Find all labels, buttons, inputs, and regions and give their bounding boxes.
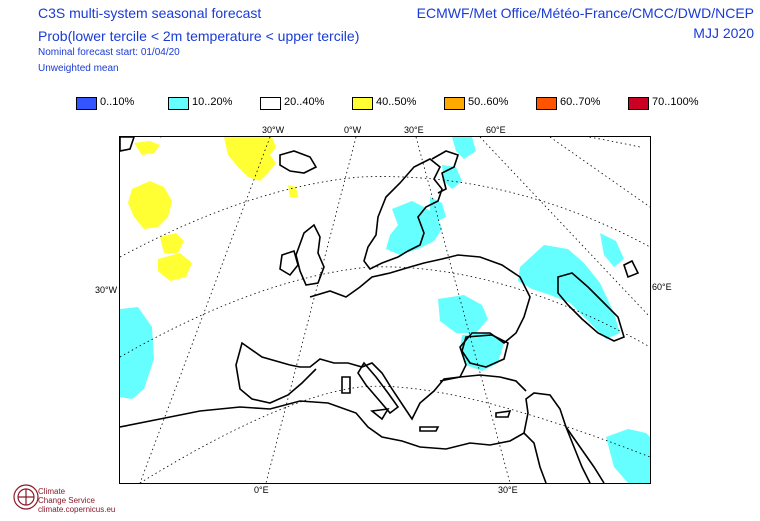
coast-aral xyxy=(623,259,640,279)
lon-label-top-60e: 60°E xyxy=(486,125,506,135)
coast-scandinavia xyxy=(363,158,443,271)
cyan-region-black-sea xyxy=(460,333,504,371)
coast-levant xyxy=(523,392,591,483)
legend-label: 0..10% xyxy=(100,96,135,108)
legend-label: 50..60% xyxy=(468,96,509,108)
coast-britain xyxy=(295,223,325,286)
cyan-region-caspian xyxy=(518,245,620,339)
coast-turkey xyxy=(439,374,527,392)
coast-sicily xyxy=(370,408,390,421)
coast-red-sea xyxy=(565,426,605,483)
lon-label-bottom-0e: 0°E xyxy=(254,485,269,495)
lon-label-top-30e: 30°E xyxy=(404,125,424,135)
coast-italy xyxy=(357,361,400,415)
logo-text: Climate Change Service climate.copernicu… xyxy=(38,487,116,514)
cyan-region-barents xyxy=(452,137,476,159)
legend-label: 70..100% xyxy=(652,96,699,108)
coast-kola-finland xyxy=(431,150,460,194)
coast-iceland xyxy=(279,150,318,174)
producing-centres: ECMWF/Met Office/Météo-France/CMCC/DWD/N… xyxy=(416,5,754,21)
coast-ireland xyxy=(279,249,299,277)
season-label: MJJ 2020 xyxy=(693,25,754,41)
legend-swatch xyxy=(536,97,557,110)
yellow-region-mid-atlantic xyxy=(128,181,172,229)
lon-label-top-30w: 30°W xyxy=(262,125,285,135)
cyan-region-ukraine xyxy=(438,295,488,333)
coast-cyprus xyxy=(495,410,512,418)
cyan-region-arabia xyxy=(606,429,650,483)
forecast-start: Nominal forecast start: 01/04/20 xyxy=(38,47,180,58)
yellow-region-faroe xyxy=(288,185,298,197)
legend-label: 10..20% xyxy=(192,96,233,108)
yellow-region-atlantic-south xyxy=(158,253,192,281)
chart-title: C3S multi-system seasonal forecast xyxy=(38,5,262,21)
legend-swatch xyxy=(444,97,465,110)
legend-swatch xyxy=(628,97,649,110)
logo-line-3: climate.copernicus.eu xyxy=(38,505,116,514)
logo-line-2: Change Service xyxy=(38,496,95,505)
cyan-region-baltic xyxy=(386,201,442,255)
coast-crete xyxy=(419,426,440,432)
coast-caspian xyxy=(557,272,625,342)
logo-line-1: Climate xyxy=(38,487,66,496)
legend-label: 20..40% xyxy=(284,96,325,108)
coast-greenland-tip xyxy=(120,137,135,152)
coast-africa xyxy=(120,400,547,483)
map-canvas xyxy=(120,137,650,483)
legend-swatch xyxy=(168,97,189,110)
coast-black-sea xyxy=(461,334,509,368)
mean-type: Unweighted mean xyxy=(38,63,119,74)
cyan-regions xyxy=(120,137,650,483)
lon-label-left-30w: 30°W xyxy=(95,285,118,295)
legend-swatch xyxy=(352,97,373,110)
coastlines xyxy=(120,137,640,483)
lon-label-right-60e: 60°E xyxy=(652,282,672,292)
graticule xyxy=(120,137,650,483)
legend-label: 40..50% xyxy=(376,96,417,108)
coast-sardinia xyxy=(341,376,351,394)
copernicus-logo xyxy=(13,484,39,510)
yellow-region-azores xyxy=(160,233,184,253)
cyan-region-atlantic-west xyxy=(120,307,154,399)
yellow-region-sw-iceland xyxy=(134,141,160,155)
legend-label: 60..70% xyxy=(560,96,601,108)
lon-label-top-0: 0°W xyxy=(344,125,362,135)
legend-swatch xyxy=(76,97,97,110)
yellow-region-north-atlantic xyxy=(224,137,276,181)
yellow-regions xyxy=(128,137,298,281)
coast-iberia xyxy=(235,341,317,404)
cyan-region-ural xyxy=(600,233,624,267)
chart-subtitle: Prob(lower tercile < 2m temperature < up… xyxy=(38,28,360,44)
lon-label-bottom-30e: 30°E xyxy=(498,485,518,495)
map-frame xyxy=(119,136,651,484)
legend-swatch xyxy=(260,97,281,110)
